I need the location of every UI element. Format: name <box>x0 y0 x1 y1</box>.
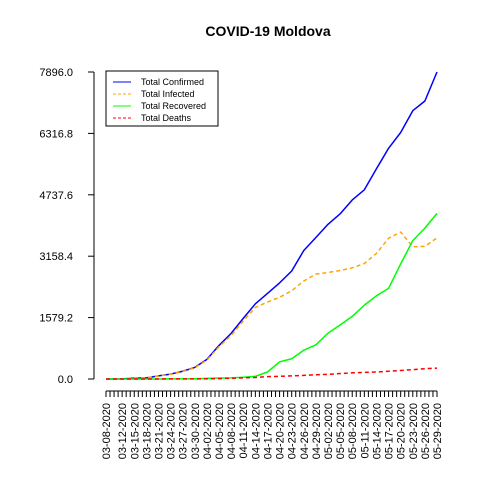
x-tick-label: 04-14-2020 <box>250 403 262 459</box>
x-tick-label: 04-20-2020 <box>275 403 287 459</box>
chart-title: COVID-19 Moldova <box>205 23 330 39</box>
x-tick-label: 04-08-2020 <box>226 403 238 459</box>
y-tick-label: 3158.4 <box>39 251 73 263</box>
x-tick-label: 05-08-2020 <box>347 403 359 459</box>
x-tick-label: 04-17-2020 <box>262 403 274 459</box>
x-tick-label: 05-23-2020 <box>408 403 420 459</box>
y-tick-label: 4737.6 <box>39 190 73 202</box>
x-tick-label: 04-02-2020 <box>202 403 214 459</box>
x-tick-label: 04-05-2020 <box>214 403 226 459</box>
y-tick-label: 1579.2 <box>39 313 73 325</box>
x-tick-label: 04-23-2020 <box>287 403 299 459</box>
x-tick-label: 05-26-2020 <box>420 403 432 459</box>
x-tick-label: 05-11-2020 <box>359 403 371 458</box>
y-tick-label: 7896.0 <box>39 67 73 79</box>
x-tick-label: 04-11-2020 <box>238 403 250 458</box>
legend-label: Total Confirmed <box>141 77 204 87</box>
x-tick-label: 03-08-2020 <box>101 403 113 459</box>
x-tick-label: 03-15-2020 <box>129 403 141 459</box>
x-tick-label: 05-17-2020 <box>384 403 396 459</box>
x-tick-label: 04-26-2020 <box>299 403 311 459</box>
x-tick-label: 03-12-2020 <box>117 403 129 459</box>
y-tick-label: 6316.8 <box>39 128 73 140</box>
x-tick-label: 05-14-2020 <box>371 403 383 459</box>
legend-box <box>105 70 219 127</box>
legend-label: Total Deaths <box>141 113 192 123</box>
x-tick-label: 03-27-2020 <box>178 403 190 459</box>
y-tick-label: 0.0 <box>58 374 73 386</box>
x-tick-label: 05-29-2020 <box>432 403 444 459</box>
series-line-total-recovered <box>106 212 438 380</box>
series-line-total-deaths <box>106 367 438 380</box>
x-tick-label: 05-05-2020 <box>335 403 347 459</box>
series-lines <box>105 71 438 380</box>
axes: 0.0 1579.2 3158.4 4737.6 6316.8 7896.0 03-08-2… <box>39 67 444 459</box>
x-tick-label: 04-29-2020 <box>311 403 323 459</box>
legend-label: Total Recovered <box>141 101 206 111</box>
x-tick-label: 03-30-2020 <box>190 403 202 459</box>
x-tick-label: 05-02-2020 <box>323 403 335 459</box>
legend: Total Confirmed Total Infected Total Recov… <box>105 70 219 127</box>
x-tick-label: 03-18-2020 <box>141 403 153 459</box>
series-line-total-infected <box>105 231 438 380</box>
x-tick-label: 05-20-2020 <box>396 403 408 459</box>
x-tick-label: 03-21-2020 <box>153 403 165 459</box>
legend-label: Total Infected <box>141 89 195 99</box>
x-tick-label: 03-24-2020 <box>166 403 178 459</box>
